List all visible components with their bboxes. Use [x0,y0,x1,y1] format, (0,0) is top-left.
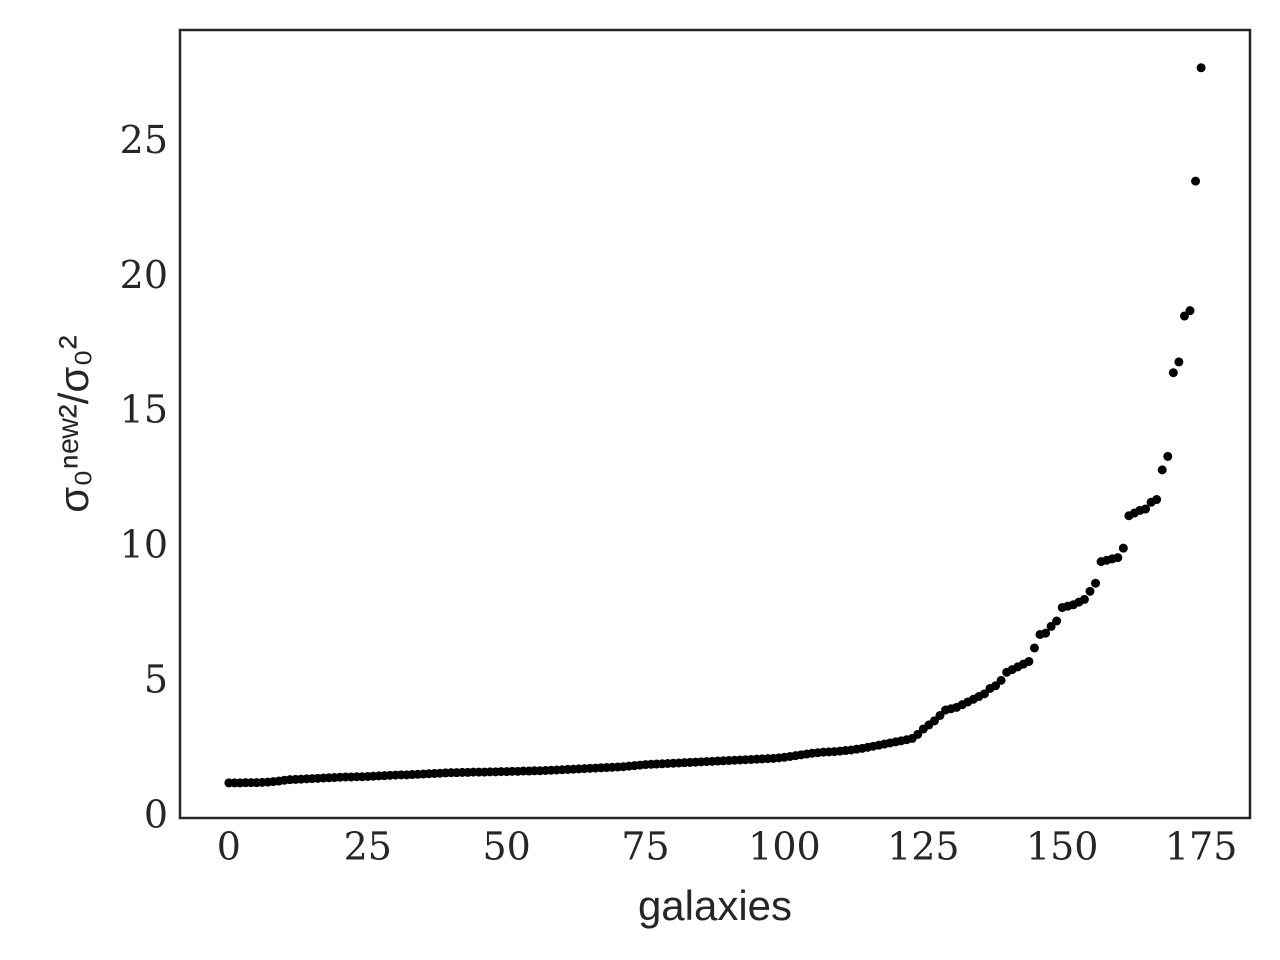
point [1046,621,1056,631]
point [1191,176,1201,186]
point [1085,586,1095,596]
x-tick-label: 25 [344,825,392,869]
point [1079,594,1089,604]
point [1152,495,1162,505]
x-tick-label: 0 [217,825,241,869]
x-tick-label: 175 [1165,825,1238,869]
point [1179,311,1189,321]
point [1185,306,1195,316]
point [1118,543,1128,553]
point [1041,628,1051,638]
point [1174,357,1184,367]
point [1024,656,1034,666]
point [991,681,1001,691]
y-tick-label: 15 [120,388,168,432]
point [1196,63,1206,73]
x-tick-label: 150 [1026,825,1099,869]
plot-frame [178,28,1252,820]
point [1141,504,1151,514]
point [935,710,945,720]
point [1029,643,1039,653]
point [1052,616,1062,626]
point [979,689,989,699]
point [1157,465,1167,475]
x-tick-label: 50 [482,825,530,869]
point [1091,578,1101,588]
y-tick-label: 20 [120,253,168,297]
x-tick-label: 100 [748,825,821,869]
point [1168,368,1178,378]
x-tick-label: 75 [621,825,669,869]
y-tick-label: 5 [144,658,168,702]
point [913,729,923,739]
y-axis-label: σ₀ⁿᵉʷ²/σ₀² [50,335,97,512]
x-axis-label: galaxies [638,882,792,929]
point [1113,553,1123,563]
y-tick-label: 0 [144,793,168,837]
y-tick-label: 10 [120,523,168,567]
point [1163,451,1173,461]
point [929,716,939,726]
x-tick-label: 125 [887,825,960,869]
y-tick-label: 25 [120,118,168,162]
point [996,675,1006,685]
